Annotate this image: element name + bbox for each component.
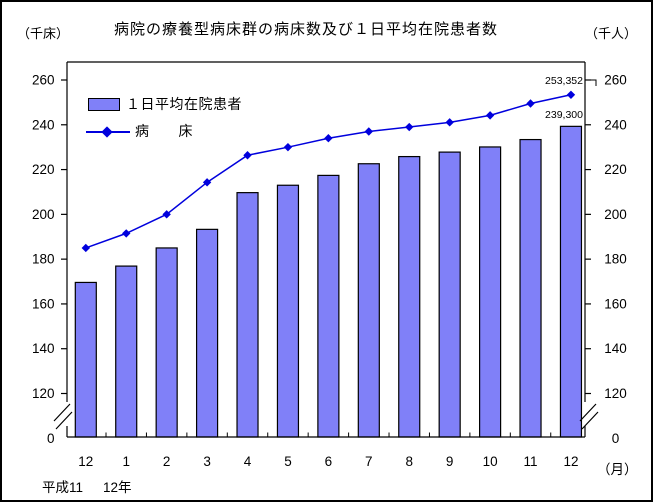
bar <box>438 151 461 438</box>
x-axis-tick-label: 12 <box>563 454 578 469</box>
x-axis-tick-label: 1 <box>122 454 130 469</box>
line-point <box>122 229 131 238</box>
x-axis-tick-label: 3 <box>203 454 211 469</box>
y-axis-tick-label-right: 240 <box>604 117 627 132</box>
y-axis-tick-label-right: 160 <box>604 296 627 311</box>
x-axis-tick-label: 10 <box>483 454 498 469</box>
bar <box>115 265 138 438</box>
x-axis-tick-label: 11 <box>524 454 538 469</box>
y-axis-tick-label-left: 120 <box>32 386 55 401</box>
bar <box>479 146 502 438</box>
bar <box>519 138 542 438</box>
bar <box>276 184 300 438</box>
x-axis-month-unit-label: （月） <box>597 462 638 477</box>
y-axis-tick-label-left: 240 <box>32 117 55 132</box>
bar-value-annotation: 239,300 <box>545 109 583 121</box>
bar <box>398 155 421 438</box>
left-axis-break-icon <box>53 403 73 430</box>
line-point <box>485 111 495 120</box>
y-axis-zero-label-left: 0 <box>47 431 55 446</box>
legend-label-patients: １日平均在院患者 <box>126 96 242 112</box>
line-point <box>324 134 333 143</box>
bar <box>559 125 583 438</box>
x-axis-era-label: 平成11 <box>42 480 84 495</box>
y-axis-tick-label-right: 260 <box>604 72 627 87</box>
y-axis-zero-label-right: 0 <box>612 431 620 446</box>
y-axis-tick-label-right: 120 <box>604 386 627 401</box>
line-point <box>202 178 212 187</box>
line-value-annotation: 253,352 <box>545 75 583 87</box>
bar <box>357 163 380 438</box>
line-point <box>364 127 374 136</box>
bar-swatch-icon <box>88 97 120 111</box>
x-axis-tick-label: 7 <box>365 454 373 469</box>
bar <box>195 228 219 438</box>
bar <box>317 174 340 438</box>
legend-item-patients: １日平均在院患者 <box>88 94 242 114</box>
line-point <box>162 210 171 219</box>
y-axis-tick-label-left: 260 <box>32 72 55 87</box>
y-axis-tick-label-right: 200 <box>604 207 627 222</box>
x-axis-tick-label: 9 <box>446 454 454 469</box>
x-axis-tick-label: 12 <box>78 454 93 469</box>
annotation-callout-line <box>586 79 597 86</box>
x-axis-tick-label: 4 <box>244 454 252 469</box>
left-axis-unit-label: （千床） <box>17 26 70 41</box>
y-axis-tick-label-left: 200 <box>32 207 55 222</box>
line-point <box>243 151 252 160</box>
x-axis-tick-label: 8 <box>405 454 413 469</box>
x-axis-tick-label: 5 <box>284 454 292 469</box>
line-point <box>445 118 454 127</box>
y-axis-tick-label-right: 140 <box>604 341 627 356</box>
y-axis-tick-label-left: 140 <box>32 341 55 356</box>
y-axis-tick-label-right: 220 <box>604 162 627 177</box>
line-point <box>526 99 535 108</box>
right-axis-unit-label: （千人） <box>585 26 638 41</box>
y-axis-tick-label-left: 160 <box>32 296 55 311</box>
y-axis-tick-label-right: 180 <box>604 252 627 267</box>
line-point <box>81 243 90 253</box>
x-axis-tick-label: 6 <box>325 454 333 469</box>
plot-frame <box>66 61 586 438</box>
bar <box>236 192 259 438</box>
line-point <box>405 122 414 132</box>
x-axis-tick-label: 2 <box>163 454 171 469</box>
x-axis-year-label: 12年 <box>103 480 132 495</box>
bar <box>74 281 97 438</box>
bar <box>155 247 178 438</box>
diamond-marker-icon <box>101 125 113 138</box>
right-axis-break-icon <box>579 403 599 430</box>
legend-label-beds: 病 床 <box>135 123 193 139</box>
legend-item-beds: 病 床 <box>86 121 193 141</box>
line-swatch-icon <box>86 125 130 138</box>
y-axis-tick-label-left: 220 <box>32 162 55 177</box>
y-axis-tick-label-left: 180 <box>32 252 55 267</box>
line-point <box>566 90 576 99</box>
page-title: 病院の療養型病床群の病床数及び１日平均在院患者数 <box>114 21 499 38</box>
line-point <box>283 142 293 152</box>
